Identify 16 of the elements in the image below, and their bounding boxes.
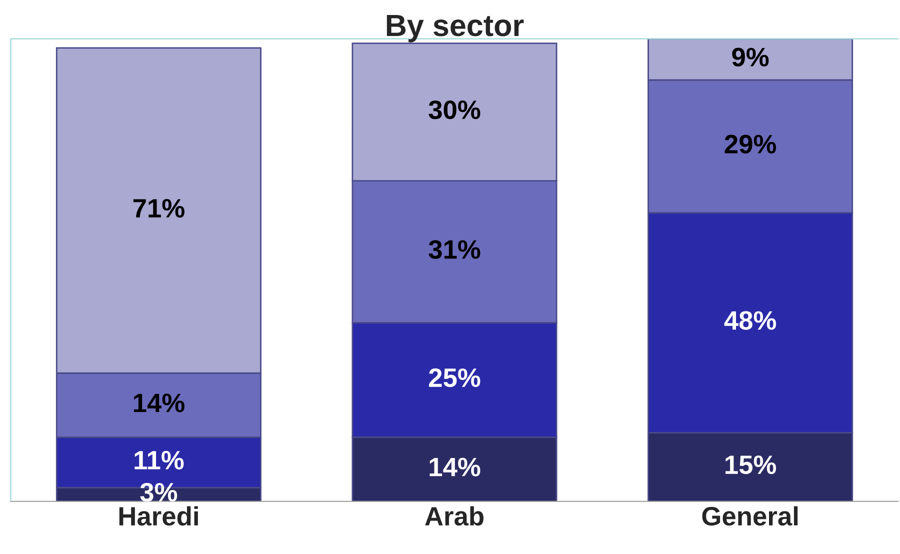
data-label: 25% bbox=[429, 368, 480, 388]
x-tick-label: Haredi bbox=[119, 506, 198, 526]
data-label: 9% bbox=[732, 48, 769, 66]
data-label: 48% bbox=[724, 311, 776, 330]
data-label: 14% bbox=[430, 458, 480, 476]
data-label: 15% bbox=[726, 455, 776, 474]
data-label: 71% bbox=[133, 198, 184, 218]
data-label: 30% bbox=[428, 100, 480, 120]
data-label: 29% bbox=[724, 134, 776, 154]
data-label: 31% bbox=[428, 240, 480, 259]
data-label: 14% bbox=[134, 394, 184, 412]
x-tick-label: Arab bbox=[425, 506, 484, 526]
x-tick-label: General bbox=[702, 506, 798, 526]
data-label: 11% bbox=[134, 450, 184, 470]
data-label: 3% bbox=[140, 482, 178, 502]
chart-title: By sector bbox=[386, 14, 524, 42]
